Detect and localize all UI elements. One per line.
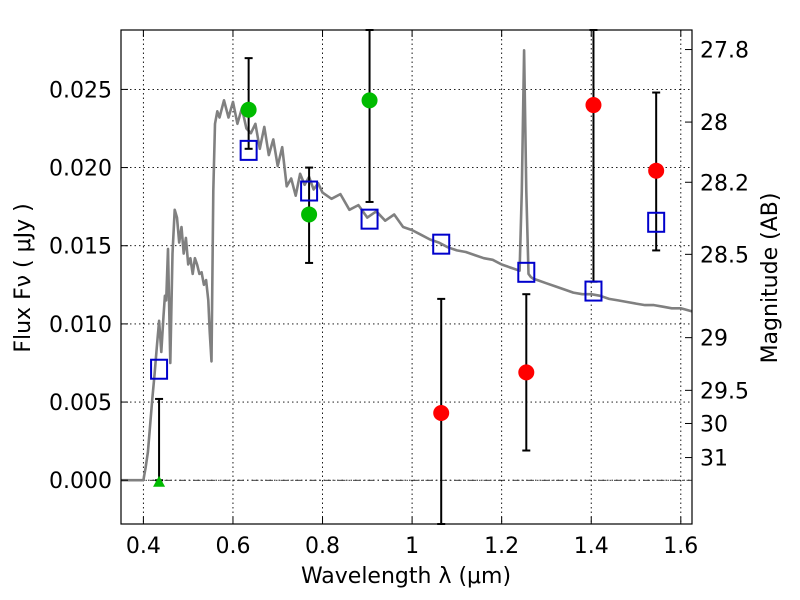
right-tick-label: 28 xyxy=(700,111,728,136)
right-tick-label: 31 xyxy=(700,447,728,472)
model-photometry-box xyxy=(150,358,169,380)
model-photometry-box xyxy=(584,280,603,302)
observed-points xyxy=(153,92,665,487)
right-tick-label: 27.8 xyxy=(700,39,749,64)
model-photometry-box xyxy=(647,211,666,233)
y-tick-labels: 0.000 0.005 0.010 0.015 0.020 0.025 xyxy=(49,78,112,494)
observed-point xyxy=(361,92,378,109)
y-tick-label: 0.025 xyxy=(49,78,112,103)
y-tick-label: 0.015 xyxy=(49,235,112,260)
right-tick-label: 29 xyxy=(700,327,728,352)
x-axis-label: Wavelength λ (μm) xyxy=(301,564,511,589)
x-tick-label: 1.6 xyxy=(663,534,698,559)
right-tick-label: 29.5 xyxy=(700,379,749,404)
x-tick-label: 0.6 xyxy=(215,534,250,559)
observed-point xyxy=(648,162,665,179)
right-tick-label: 28.5 xyxy=(700,243,749,268)
y-axis-label: Flux Fν ( μJy ) xyxy=(11,203,36,352)
x-tick-label: 1.2 xyxy=(484,534,519,559)
observed-point xyxy=(301,206,318,223)
y-tick-label: 0.000 xyxy=(49,469,112,494)
x-tick-label: 0.4 xyxy=(126,534,161,559)
model-photometry-box xyxy=(360,208,379,230)
observed-point xyxy=(585,97,602,114)
observed-point xyxy=(518,364,535,381)
x-tick-label: 0.8 xyxy=(305,534,340,559)
right-tick-label: 30 xyxy=(700,412,728,437)
model-photometry-box xyxy=(300,180,319,202)
x-tick-labels: 0.4 0.6 0.8 1 1.2 1.4 1.6 xyxy=(126,534,698,559)
observed-point xyxy=(240,101,257,118)
plot-frame xyxy=(120,29,693,525)
model-photometry-box xyxy=(517,261,536,283)
observed-point xyxy=(433,405,450,422)
right-tick-labels: 27.8 28 28.2 28.5 29 29.5 30 31 xyxy=(700,39,749,472)
model-photometry-box xyxy=(432,233,451,255)
x-tick-label: 1.4 xyxy=(574,534,609,559)
model-photometry-box xyxy=(239,139,258,161)
right-axis-label: Magnitude (AB) xyxy=(758,193,783,364)
y-tick-label: 0.010 xyxy=(49,313,112,338)
observed-point-triangle xyxy=(153,475,166,487)
model-photometry-boxes xyxy=(150,139,666,380)
axis-ticks xyxy=(121,30,692,524)
x-tick-label: 1 xyxy=(405,534,419,559)
y-tick-label: 0.005 xyxy=(49,391,112,416)
right-tick-label: 28.2 xyxy=(700,171,749,196)
y-tick-label: 0.020 xyxy=(49,157,112,182)
